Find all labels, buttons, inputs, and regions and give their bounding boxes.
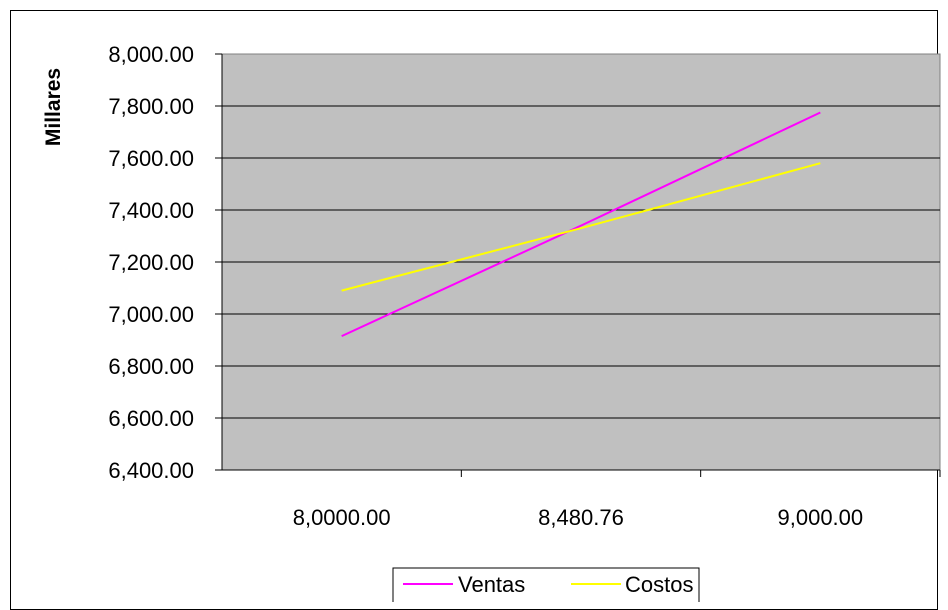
- y-tick-label: 6,600.00: [108, 406, 194, 431]
- x-axis-ticks: 8,0000.00 8,480.76 9,000.00: [293, 470, 941, 530]
- series-lines: [341, 111, 821, 338]
- y-tick-label: 8,000.00: [108, 42, 194, 67]
- y-axis-ticks: 8,000.00 7,800.00 7,600.00 7,400.00 7,200.00…: [108, 42, 940, 483]
- legend-label: Ventas: [458, 572, 525, 597]
- legend-item-costos: Costos: [571, 572, 693, 597]
- series-line-costos: [341, 162, 821, 292]
- legend-item-ventas: Ventas: [403, 572, 525, 597]
- x-tick-label: 8,0000.00: [293, 505, 391, 530]
- y-tick-label: 6,400.00: [108, 458, 194, 483]
- series-line-ventas: [341, 111, 821, 338]
- y-axis-title: Millares: [42, 68, 65, 146]
- legend: Ventas Costos: [392, 567, 700, 602]
- y-tick-label: 7,800.00: [108, 94, 194, 119]
- grid-lines: [222, 105, 940, 419]
- x-tick-label: 9,000.00: [778, 505, 864, 530]
- x-tick-label: 8,480.76: [538, 505, 624, 530]
- y-tick-label: 6,800.00: [108, 354, 194, 379]
- y-tick-label: 7,400.00: [108, 198, 194, 223]
- y-tick-label: 7,000.00: [108, 302, 194, 327]
- legend-label: Costos: [625, 572, 693, 597]
- y-tick-label: 7,200.00: [108, 250, 194, 275]
- y-tick-label: 7,600.00: [108, 146, 194, 171]
